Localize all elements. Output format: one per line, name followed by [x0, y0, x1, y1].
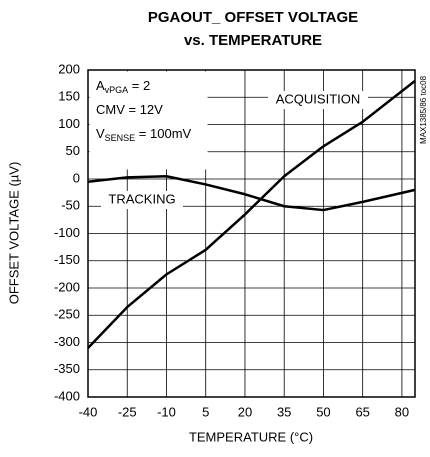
- chart-title: PGAOUT_ OFFSET VOLTAGE: [148, 9, 358, 26]
- side-note: MAX1385/86 toc08: [419, 75, 428, 144]
- x-tick-label: 80: [395, 404, 409, 419]
- x-tick-label: -25: [118, 404, 137, 419]
- x-tick-label: -40: [79, 404, 98, 419]
- series-label: ACQUISITION: [276, 91, 361, 106]
- annotation-text: A: [96, 78, 105, 93]
- series-line: [87, 79, 416, 349]
- annotation-text: = 100mV: [135, 126, 191, 141]
- y-tick-label: -100: [54, 225, 80, 240]
- annotation: AvPGA = 2: [96, 78, 150, 95]
- x-tick-label: 50: [316, 404, 330, 419]
- y-tick-label: -350: [54, 361, 80, 376]
- series-label-bg: [101, 191, 183, 209]
- x-axis-label: TEMPERATURE (°C): [189, 429, 313, 444]
- annotation: VSENSE = 100mV: [96, 126, 192, 143]
- y-tick-label: -150: [54, 252, 80, 267]
- y-tick-label: -400: [54, 388, 80, 403]
- plot-frame: [87, 69, 416, 398]
- annotation-text: = 2: [128, 78, 150, 93]
- series-label: TRACKING: [108, 191, 175, 206]
- annotation: CMV = 12V: [96, 102, 163, 117]
- annotation-text: V: [96, 126, 105, 141]
- series-line: [87, 175, 416, 212]
- x-tick-label: 20: [238, 404, 252, 419]
- chart-title: vs. TEMPERATURE: [184, 32, 322, 49]
- y-tick-label: 50: [66, 143, 80, 158]
- annotation-text: CMV = 12V: [96, 102, 163, 117]
- x-tick-label: -10: [157, 404, 176, 419]
- y-tick-label: 200: [58, 61, 80, 76]
- x-tick-label: 65: [355, 404, 369, 419]
- annotation-box: [89, 71, 208, 170]
- annotation-sub: SENSE: [105, 133, 136, 143]
- y-tick-label: -50: [61, 198, 80, 213]
- x-tick-label: 35: [277, 404, 291, 419]
- x-tick-label: 5: [202, 404, 209, 419]
- y-tick-label: -200: [54, 279, 80, 294]
- series-label-bg: [268, 91, 368, 109]
- y-tick-label: 150: [58, 89, 80, 104]
- y-tick-label: -300: [54, 334, 80, 349]
- y-tick-label: 100: [58, 116, 80, 131]
- y-tick-label: 0: [73, 170, 80, 185]
- annotation-sub: vPGA: [105, 85, 129, 95]
- y-axis-label: OFFSET VOLTAGE (µV): [6, 162, 21, 305]
- y-tick-label: -250: [54, 307, 80, 322]
